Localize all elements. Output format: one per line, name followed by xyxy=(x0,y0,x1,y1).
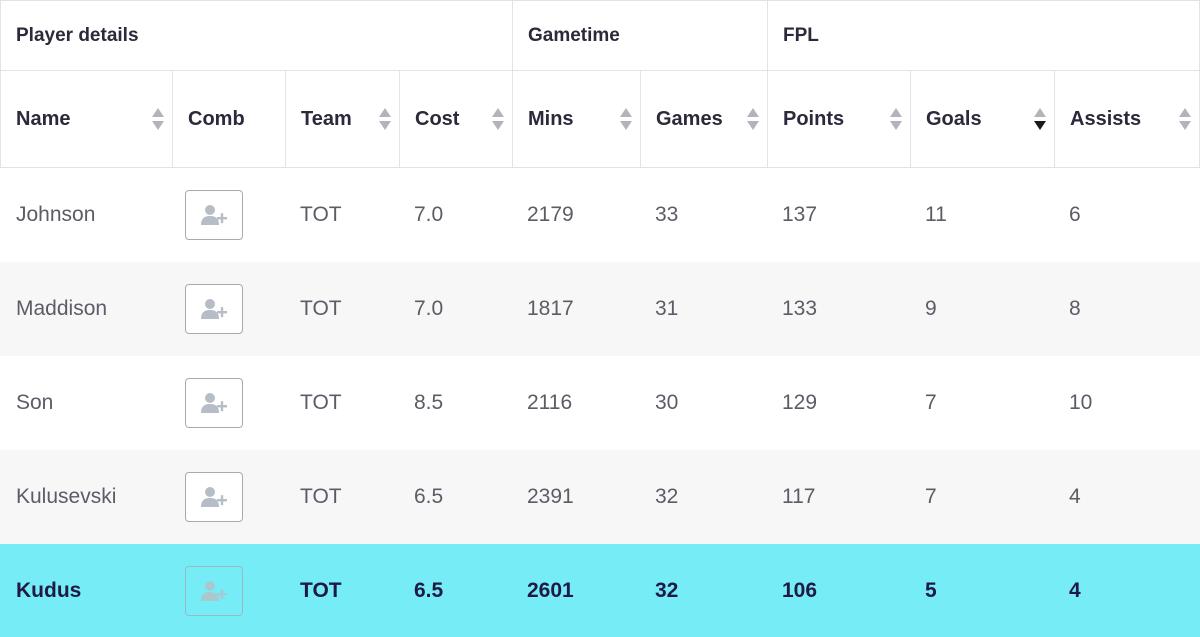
player-name: Johnson xyxy=(16,203,96,226)
assists-cell: 4 xyxy=(1069,485,1081,508)
goals-cell: 11 xyxy=(925,203,947,226)
column-header-label: Team xyxy=(301,107,352,130)
column-header-goals[interactable]: Goals xyxy=(910,71,1054,167)
comb-cell xyxy=(172,168,285,262)
column-header-row: Name Comb Team Cost Mins Games Points Go… xyxy=(0,70,1200,168)
mins-cell: 2179 xyxy=(527,203,574,226)
points-cell: 133 xyxy=(782,297,818,320)
add-to-comb-button[interactable] xyxy=(185,190,243,240)
comb-cell xyxy=(172,356,285,450)
cost-cell: 6.5 xyxy=(414,578,444,602)
cost-cell: 7.0 xyxy=(414,203,444,226)
mins-cell: 2601 xyxy=(527,578,574,602)
add-to-comb-button[interactable] xyxy=(185,378,243,428)
add-to-comb-button[interactable] xyxy=(185,472,243,522)
table-row[interactable]: Kulusevski TOT 6.5 2391 32 117 7 4 xyxy=(0,450,1200,544)
column-header-label: Assists xyxy=(1070,107,1142,130)
group-header-row: Player details Gametime FPL xyxy=(0,0,1200,71)
points-cell: 117 xyxy=(782,485,816,508)
player-name: Kudus xyxy=(16,578,82,602)
add-to-comb-button[interactable] xyxy=(185,565,243,616)
table-row[interactable]: Maddison TOT 7.0 1817 31 133 9 8 xyxy=(0,262,1200,356)
group-fpl: FPL xyxy=(767,0,1200,71)
assists-cell: 6 xyxy=(1069,203,1081,226)
add-player-icon xyxy=(201,299,227,319)
column-header-assists[interactable]: Assists xyxy=(1054,71,1200,167)
cost-cell: 7.0 xyxy=(414,297,444,320)
sort-arrows-icon[interactable] xyxy=(747,108,759,130)
cost-cell: 6.5 xyxy=(414,485,444,508)
assists-cell: 4 xyxy=(1069,578,1081,602)
team-cell: TOT xyxy=(300,485,342,508)
cost-cell: 8.5 xyxy=(414,391,444,414)
table-row-highlighted[interactable]: Kudus TOT 6.5 2601 32 106 5 4 xyxy=(0,544,1200,637)
column-header-label: Comb xyxy=(188,107,245,130)
table-row[interactable]: Son TOT 8.5 2116 30 129 7 10 xyxy=(0,356,1200,450)
games-cell: 33 xyxy=(655,203,679,226)
assists-cell: 8 xyxy=(1069,297,1081,320)
games-cell: 31 xyxy=(655,297,679,320)
sort-descending-icon[interactable] xyxy=(1034,108,1046,130)
column-header-name[interactable]: Name xyxy=(0,71,172,167)
column-header-mins[interactable]: Mins xyxy=(512,71,640,167)
group-player-details: Player details xyxy=(0,0,513,71)
add-player-icon xyxy=(201,580,227,601)
player-name: Maddison xyxy=(16,297,108,320)
comb-cell xyxy=(172,450,285,544)
team-cell: TOT xyxy=(300,297,342,320)
player-name: Son xyxy=(16,391,54,414)
column-header-label: Goals xyxy=(926,107,982,130)
player-name: Kulusevski xyxy=(16,485,117,508)
points-cell: 106 xyxy=(782,578,818,602)
column-header-label: Games xyxy=(656,107,723,130)
add-to-comb-button[interactable] xyxy=(185,284,243,334)
comb-cell xyxy=(172,262,285,356)
table-row[interactable]: Johnson TOT 7.0 2179 33 137 11 6 xyxy=(0,168,1200,262)
add-player-icon xyxy=(201,487,227,507)
team-cell: TOT xyxy=(300,578,342,602)
column-header-label: Name xyxy=(16,107,71,130)
team-cell: TOT xyxy=(300,391,342,414)
points-cell: 129 xyxy=(782,391,818,414)
column-header-points[interactable]: Points xyxy=(767,71,910,167)
sort-arrows-icon[interactable] xyxy=(1179,108,1191,130)
assists-cell: 10 xyxy=(1069,391,1093,414)
column-header-team[interactable]: Team xyxy=(285,71,399,167)
column-header-label: Cost xyxy=(415,107,460,130)
sort-arrows-icon[interactable] xyxy=(379,108,391,130)
goals-cell: 9 xyxy=(925,297,937,320)
add-player-icon xyxy=(201,393,227,413)
sort-arrows-icon[interactable] xyxy=(890,108,902,130)
team-cell: TOT xyxy=(300,203,342,226)
sort-arrows-icon[interactable] xyxy=(152,108,164,130)
column-header-label: Points xyxy=(783,107,845,130)
games-cell: 32 xyxy=(655,578,679,602)
column-header-label: Mins xyxy=(528,107,574,130)
sort-arrows-icon[interactable] xyxy=(620,108,632,130)
comb-cell xyxy=(172,544,285,637)
goals-cell: 7 xyxy=(925,391,937,414)
goals-cell: 7 xyxy=(925,485,937,508)
mins-cell: 2116 xyxy=(527,391,573,414)
add-player-icon xyxy=(201,205,227,225)
mins-cell: 1817 xyxy=(527,297,574,320)
column-header-comb: Comb xyxy=(172,71,285,167)
column-header-cost[interactable]: Cost xyxy=(399,71,512,167)
column-header-games[interactable]: Games xyxy=(640,71,767,167)
mins-cell: 2391 xyxy=(527,485,574,508)
goals-cell: 5 xyxy=(925,578,937,602)
games-cell: 30 xyxy=(655,391,679,414)
games-cell: 32 xyxy=(655,485,679,508)
group-gametime: Gametime xyxy=(512,0,768,71)
sort-arrows-icon[interactable] xyxy=(492,108,504,130)
points-cell: 137 xyxy=(782,203,818,226)
